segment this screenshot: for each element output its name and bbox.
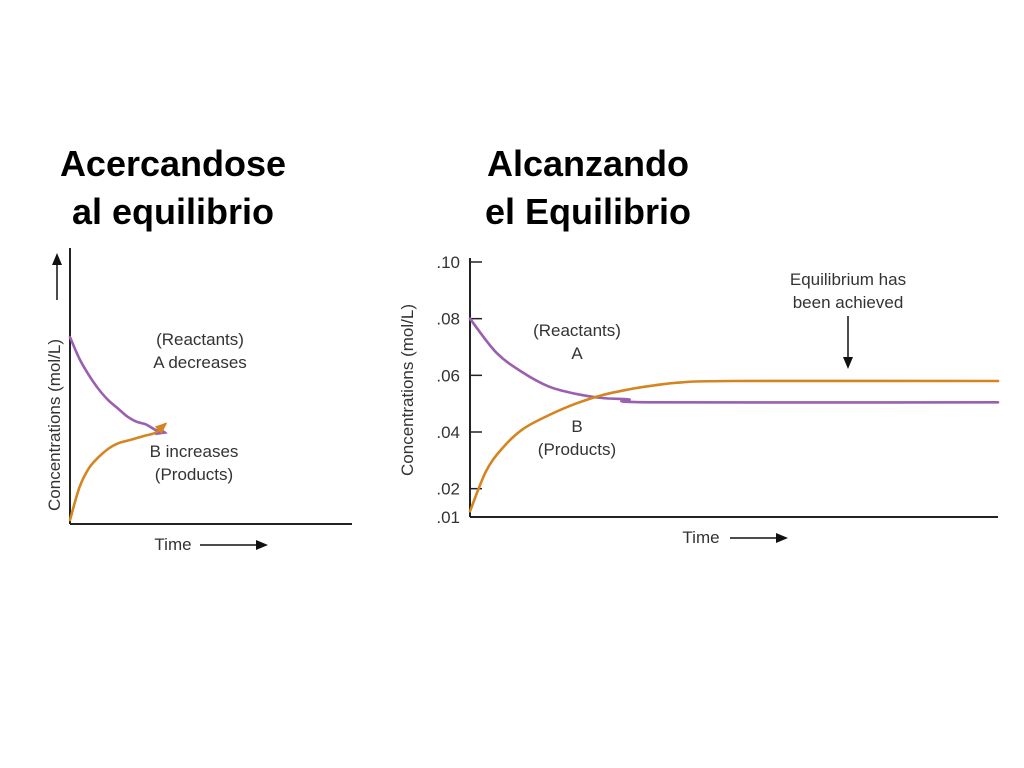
heading-reaching-equilibrium: Alcanzando el Equilibrio: [438, 140, 738, 236]
chart-2-y-tick-label: .02: [436, 480, 460, 499]
chart-1-annotation: A decreases: [153, 353, 247, 372]
heading-left-line-1: Acercandose: [59, 143, 287, 184]
chart-2-y-tick-label: .08: [436, 310, 460, 329]
chart-1-annotation: (Reactants): [156, 330, 244, 349]
heading-approaching-equilibrium: Acercandose al equilibrio: [18, 140, 328, 236]
chart-2-y-tick-label: .10: [436, 253, 460, 272]
chart-2-annotation: been achieved: [793, 293, 904, 312]
chart-2-y-tick-label: .06: [436, 366, 460, 385]
chart-2-annotation: Equilibrium has: [790, 270, 906, 289]
chart-2-annotation: A: [571, 344, 583, 363]
chart-1-x-axis-label: Time: [154, 535, 191, 554]
chart-2-annotation: B: [571, 417, 582, 436]
heading-right-line-1: Alcanzando: [486, 143, 690, 184]
chart-2-series-b-line: [468, 379, 1000, 513]
chart-2-y-tick-label: .04: [436, 423, 460, 442]
chart-1-series-a-line: [68, 335, 168, 436]
chart-2-y-axis-label: Concentrations (mol/L): [398, 304, 417, 476]
chart-2-x-axis-label: Time: [682, 528, 719, 547]
chart-2-annotation: (Products): [538, 440, 616, 459]
chart-1-series-b-line: [68, 422, 168, 522]
heading-left-line-2: al equilibrio: [71, 191, 275, 232]
chart-2-annotation: (Reactants): [533, 321, 621, 340]
chart-1-y-axis-label: Concentrations (mol/L): [45, 339, 64, 511]
chart-2-y-tick-label: .01: [436, 508, 460, 527]
heading-right-line-2: el Equilibrio: [484, 191, 691, 232]
chart-1-annotation: B increases: [150, 442, 239, 461]
chart-1-annotation: (Products): [155, 465, 233, 484]
